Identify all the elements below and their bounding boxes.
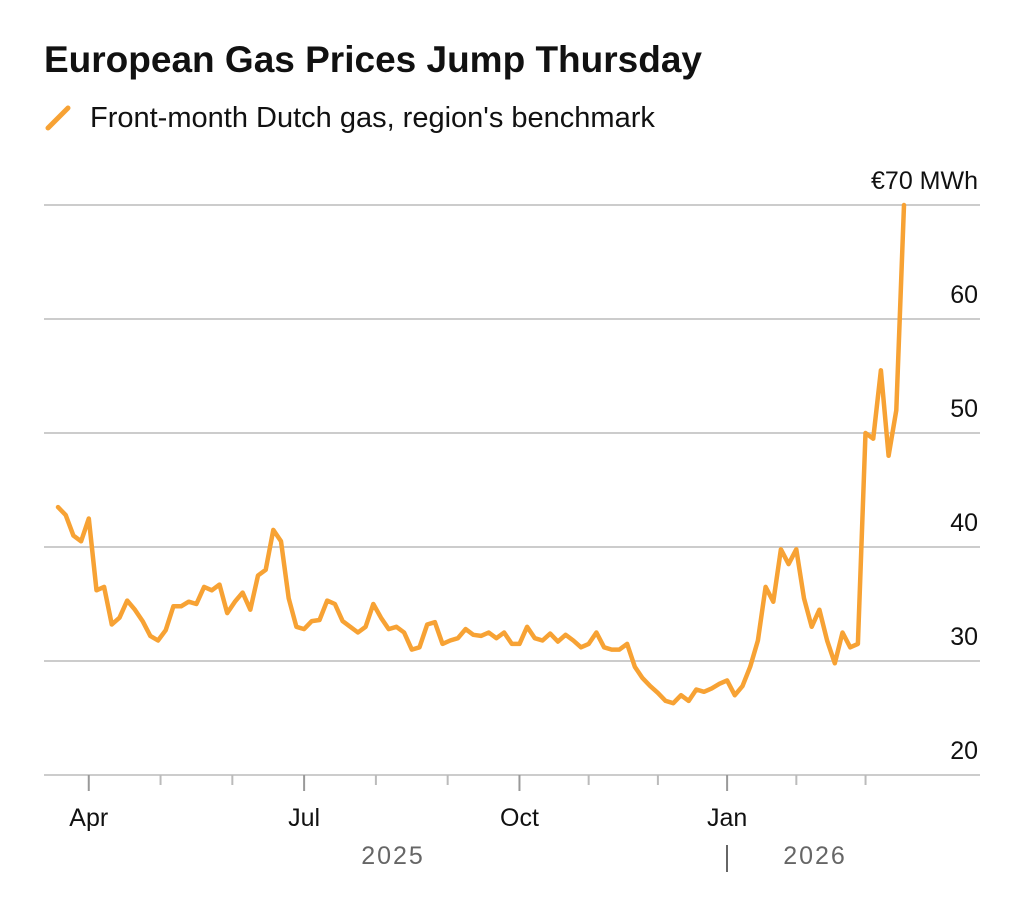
y-tick-label: €70 MWh — [871, 167, 978, 195]
chart-title: European Gas Prices Jump Thursday — [44, 39, 702, 80]
legend-label: Front-month Dutch gas, region's benchmar… — [90, 102, 655, 134]
x-tick-label: Apr — [69, 804, 108, 832]
y-tick-label: 50 — [950, 395, 978, 423]
y-tick-label: 60 — [950, 281, 978, 309]
y-tick-label: 40 — [950, 509, 978, 537]
line-series — [55, 202, 907, 706]
x-tick-label: Jan — [707, 804, 747, 832]
x-tick-label: Oct — [500, 804, 539, 832]
x-tick-label: Jul — [288, 804, 320, 832]
year-label: 2026 — [783, 842, 847, 870]
y-tick-label: 20 — [950, 737, 978, 765]
legend-swatch — [45, 105, 71, 131]
year-label: 2025 — [361, 842, 425, 870]
y-tick-label: 30 — [950, 623, 978, 651]
